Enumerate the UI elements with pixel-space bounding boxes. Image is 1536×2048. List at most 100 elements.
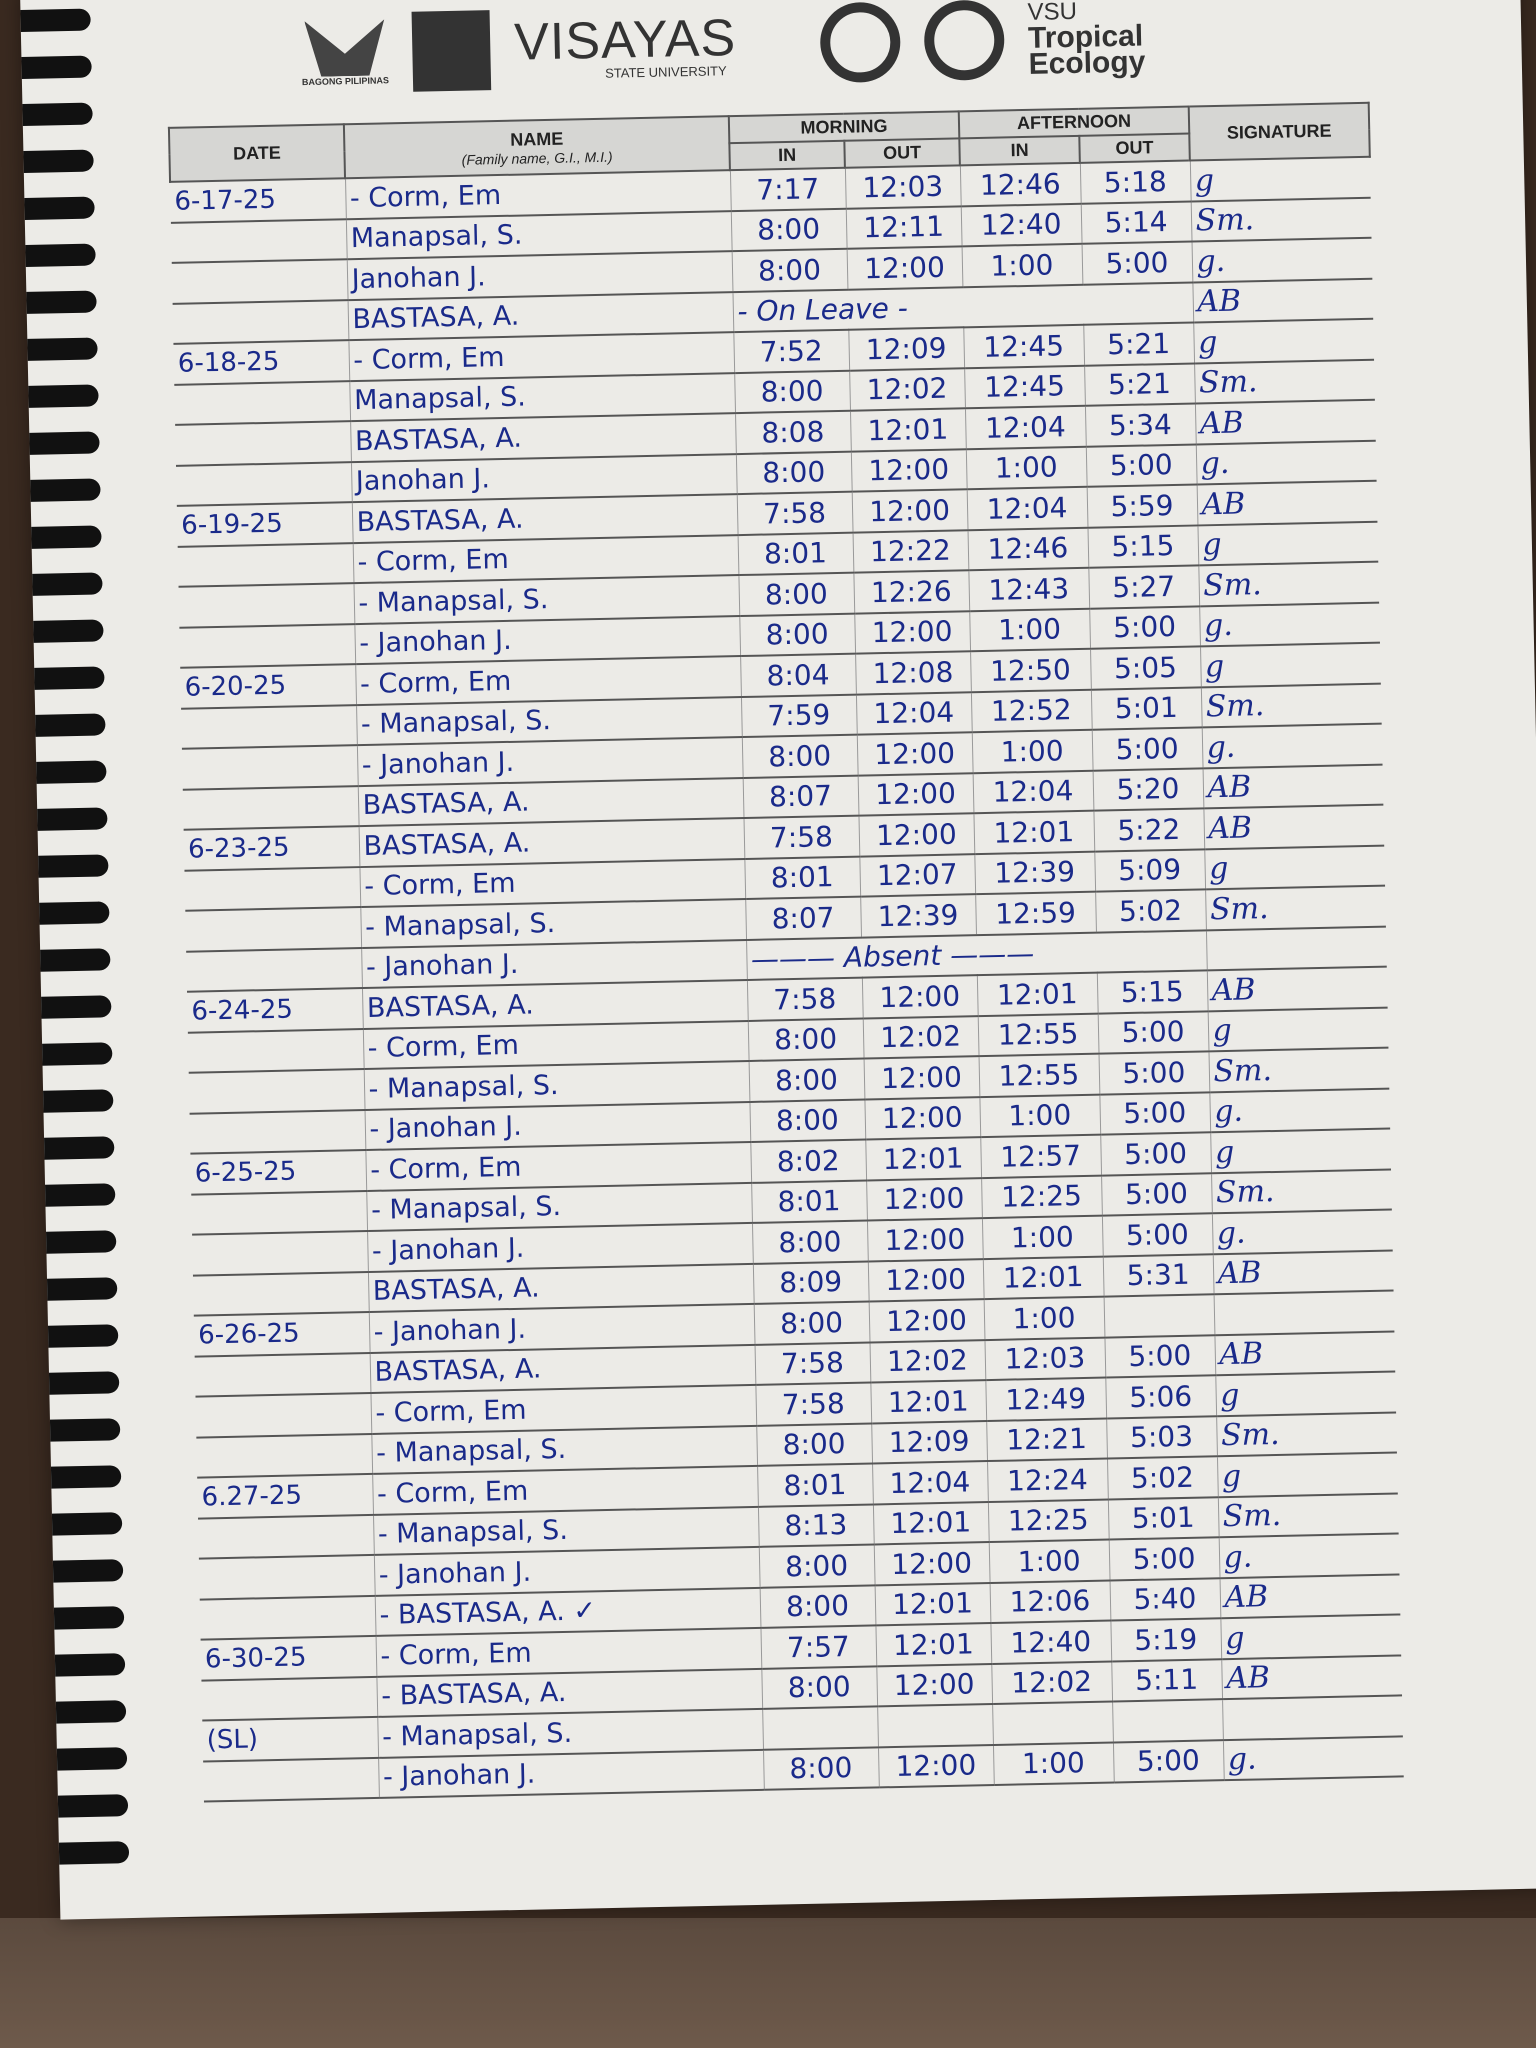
afternoon-in-cell: 1:00 — [961, 243, 1083, 287]
signature-cell: AB — [1214, 1331, 1396, 1376]
afternoon-out-cell: 5:20 — [1092, 767, 1204, 811]
afternoon-out-cell: 5:00 — [1085, 443, 1197, 487]
afternoon-out-cell: 5:40 — [1109, 1577, 1221, 1621]
morning-out-cell: 12:01 — [874, 1582, 991, 1626]
afternoon-out-cell: 5:00 — [1108, 1537, 1220, 1581]
morning-out-cell: 12:04 — [855, 691, 972, 735]
signature-cell: Sm. — [1198, 561, 1380, 606]
date-cell — [171, 259, 348, 304]
date-cell — [177, 542, 354, 587]
morning-in-cell: 8:01 — [737, 532, 854, 576]
afternoon-in-cell: 1:00 — [965, 446, 1087, 490]
morning-out-cell: 12:00 — [866, 1177, 982, 1221]
afternoon-in-cell: 12:45 — [963, 324, 1085, 368]
morning-in-cell: 8:00 — [759, 1584, 876, 1628]
afternoon-out-cell: 5:19 — [1110, 1618, 1222, 1662]
date-cell — [179, 623, 356, 668]
morning-out-cell: 12:00 — [850, 448, 967, 492]
binding-ring — [44, 1136, 115, 1160]
morning-in-cell: 8:00 — [748, 1058, 865, 1102]
morning-out-cell: 12:07 — [859, 853, 976, 897]
afternoon-out-cell: 5:00 — [1097, 1010, 1209, 1054]
binding-ring — [55, 1700, 127, 1724]
binding-ring — [46, 1230, 117, 1254]
afternoon-in-cell: 12:04 — [972, 770, 1094, 814]
morning-in-cell: 8:08 — [735, 410, 851, 454]
date-cell: 6-26-25 — [193, 1311, 370, 1357]
unit-name-2: Ecology — [1028, 45, 1146, 81]
binding-ring — [26, 290, 97, 314]
date-cell: 6-18-25 — [173, 340, 350, 385]
date-cell — [195, 1392, 372, 1438]
binding-ring — [33, 619, 104, 643]
tropical-ecology-wordmark: VSU Tropical Ecology — [1027, 0, 1146, 81]
morning-in-cell: 7:58 — [754, 1342, 871, 1385]
morning-out-cell: 12:01 — [875, 1623, 992, 1666]
binding-ring — [29, 431, 100, 455]
date-cell — [181, 704, 357, 749]
afternoon-out-cell: 5:00 — [1081, 241, 1193, 285]
afternoon-in-cell: 12:40 — [990, 1620, 1112, 1664]
date-cell — [198, 1514, 374, 1559]
date-cell — [185, 907, 362, 952]
morning-in-cell: 8:07 — [742, 775, 859, 819]
date-cell — [175, 461, 352, 506]
morning-in-cell: 8:00 — [730, 208, 847, 252]
date-cell: 6-23-25 — [183, 826, 360, 871]
morning-out-cell: 12:02 — [869, 1339, 986, 1383]
morning-in-cell: 7:58 — [746, 977, 863, 1021]
morning-out-cell: 12:00 — [846, 246, 963, 290]
signature-cell: AB — [1192, 278, 1374, 323]
morning-in-cell: 8:01 — [757, 1463, 873, 1507]
signature-cell: Sm. — [1211, 1169, 1392, 1214]
date-cell: 6-17-25 — [170, 178, 346, 223]
afternoon-out-cell: 5:00 — [1089, 605, 1201, 649]
morning-in-cell: 8:00 — [753, 1301, 870, 1345]
binding-ring — [50, 1465, 122, 1489]
signature-cell: Sm. — [1216, 1411, 1397, 1457]
ecology-emblem-1 — [819, 1, 901, 84]
afternoon-out-cell: 5:06 — [1105, 1375, 1217, 1419]
morning-in-cell: 8:00 — [734, 370, 850, 414]
date-cell — [192, 1231, 368, 1276]
binding-ring — [28, 384, 99, 408]
afternoon-in-cell: 1:00 — [971, 729, 1093, 773]
signature-cell: Sm. — [1200, 683, 1382, 728]
morning-in-cell: 8:00 — [758, 1544, 875, 1588]
afternoon-in-cell: 12:39 — [974, 851, 1096, 895]
binding-ring — [56, 1747, 128, 1771]
morning-out-cell: 12:02 — [862, 1015, 979, 1059]
morning-out-cell: 12:04 — [872, 1461, 988, 1504]
morning-in-cell: 8:04 — [740, 653, 856, 697]
binding-ring — [22, 102, 93, 126]
afternoon-in-cell: 1:00 — [983, 1296, 1105, 1340]
name-cell: - Janohan J. — [378, 1749, 764, 1798]
date-cell — [194, 1352, 371, 1397]
header-name-sub: (Family name, G.I., M.I.) — [461, 148, 613, 168]
morning-in-cell: 8:07 — [745, 896, 862, 940]
date-cell — [198, 1554, 375, 1600]
binding-ring — [31, 525, 102, 549]
morning-out-cell: 12:00 — [851, 489, 968, 533]
spiral-binding — [20, 0, 140, 1920]
morning-in-cell: 7:52 — [733, 329, 850, 373]
afternoon-out-cell: 5:00 — [1101, 1213, 1213, 1257]
afternoon-out-cell: 5:00 — [1098, 1051, 1210, 1095]
morning-out-cell: 12:01 — [865, 1137, 982, 1181]
date-cell: 6-19-25 — [176, 502, 353, 547]
binding-ring — [48, 1371, 120, 1395]
morning-out-cell: 12:00 — [877, 1744, 994, 1788]
afternoon-out-cell: 5:05 — [1090, 646, 1201, 690]
morning-out-cell: 12:00 — [864, 1096, 981, 1140]
date-cell — [175, 421, 351, 466]
signature-cell — [1222, 1695, 1403, 1740]
header-morning-in: IN — [729, 140, 845, 171]
signature-cell: g. — [1218, 1533, 1400, 1578]
binding-ring — [54, 1653, 126, 1677]
afternoon-in-cell: 12:40 — [960, 203, 1082, 247]
afternoon-out-cell — [1112, 1699, 1223, 1742]
signature-cell: AB — [1206, 966, 1388, 1011]
afternoon-out-cell: 5:00 — [1104, 1334, 1216, 1378]
signature-cell: g — [1220, 1614, 1402, 1659]
date-cell — [178, 583, 355, 628]
